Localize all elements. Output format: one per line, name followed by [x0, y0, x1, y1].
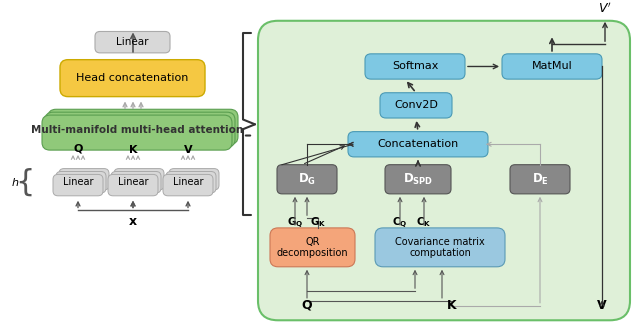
Text: QR
decomposition: QR decomposition: [276, 237, 348, 258]
FancyBboxPatch shape: [45, 112, 235, 147]
FancyBboxPatch shape: [348, 132, 488, 157]
FancyBboxPatch shape: [95, 31, 170, 53]
Text: $V'$: $V'$: [598, 1, 612, 16]
Text: $h$: $h$: [11, 176, 19, 188]
Text: $\bf{V}$: $\bf{V}$: [182, 143, 193, 155]
FancyBboxPatch shape: [365, 54, 465, 79]
Text: Covariance matrix
computation: Covariance matrix computation: [395, 237, 485, 258]
FancyBboxPatch shape: [258, 21, 630, 320]
FancyBboxPatch shape: [48, 109, 238, 144]
Text: Multi-manifold multi-head attention: Multi-manifold multi-head attention: [31, 125, 243, 135]
FancyBboxPatch shape: [502, 54, 602, 79]
Text: $\bf{Q}$: $\bf{Q}$: [301, 299, 313, 313]
Text: $\bf{x}$: $\bf{x}$: [128, 215, 138, 228]
Text: Softmax: Softmax: [392, 61, 438, 72]
Text: $\bf{K}$: $\bf{K}$: [446, 300, 458, 313]
FancyBboxPatch shape: [380, 93, 452, 118]
FancyBboxPatch shape: [277, 165, 337, 194]
Text: $\bf{D}_G$: $\bf{D}_G$: [298, 172, 316, 187]
Text: $\bf{V}$: $\bf{V}$: [596, 300, 608, 313]
FancyBboxPatch shape: [163, 175, 213, 196]
Text: $\bf{D}_E$: $\bf{D}_E$: [532, 172, 548, 187]
Text: $\bf{C}_Q$: $\bf{C}_Q$: [392, 215, 408, 230]
Text: MatMul: MatMul: [532, 61, 572, 72]
Text: Concatenation: Concatenation: [378, 139, 459, 149]
FancyBboxPatch shape: [59, 169, 109, 190]
Text: Linear: Linear: [63, 177, 93, 187]
Text: Conv2D: Conv2D: [394, 100, 438, 110]
Text: $\bf{D}_{SPD}$: $\bf{D}_{SPD}$: [403, 172, 433, 187]
Text: $\bf{G}_Q$: $\bf{G}_Q$: [287, 215, 303, 230]
Text: Head concatenation: Head concatenation: [76, 73, 189, 83]
FancyBboxPatch shape: [270, 228, 355, 267]
FancyBboxPatch shape: [42, 115, 232, 150]
FancyBboxPatch shape: [56, 172, 106, 193]
Text: $\bf{Q}$: $\bf{Q}$: [72, 142, 83, 155]
Text: Linear: Linear: [116, 37, 148, 47]
FancyBboxPatch shape: [510, 165, 570, 194]
FancyBboxPatch shape: [169, 169, 219, 190]
Text: Linear: Linear: [118, 177, 148, 187]
FancyBboxPatch shape: [111, 172, 161, 193]
Text: $\bf{C}_K$: $\bf{C}_K$: [416, 215, 432, 229]
Text: Linear: Linear: [173, 177, 204, 187]
FancyBboxPatch shape: [114, 169, 164, 190]
FancyBboxPatch shape: [53, 175, 103, 196]
FancyBboxPatch shape: [166, 172, 216, 193]
FancyBboxPatch shape: [108, 175, 158, 196]
Text: $\bf{K}$: $\bf{K}$: [127, 143, 138, 155]
Text: $\bf{G}_K$: $\bf{G}_K$: [310, 215, 326, 229]
FancyBboxPatch shape: [375, 228, 505, 267]
Text: {: {: [15, 168, 35, 197]
FancyBboxPatch shape: [60, 60, 205, 97]
FancyBboxPatch shape: [385, 165, 451, 194]
